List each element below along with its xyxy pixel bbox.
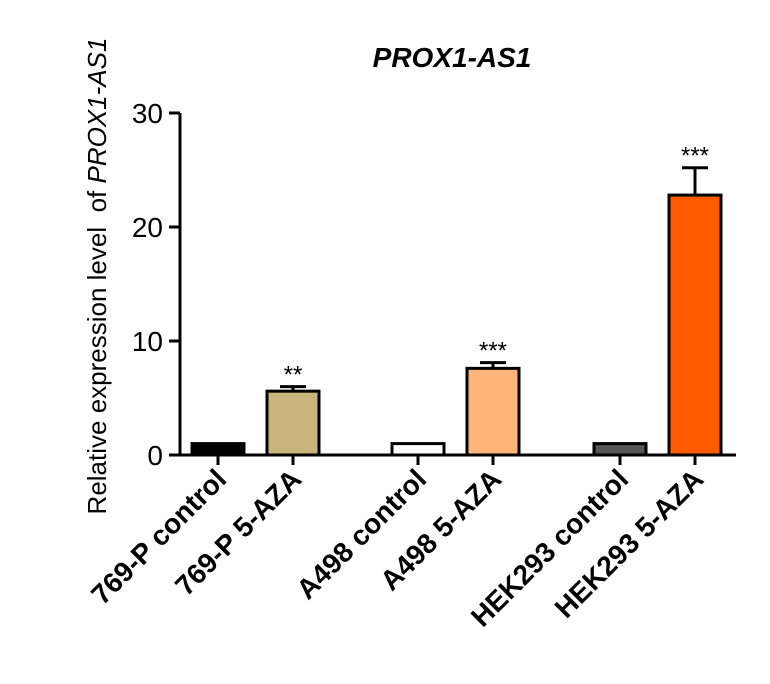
x-tick-label: A498 control [290,463,432,605]
significance-labels-group: ******** [284,143,709,389]
x-axis [178,453,736,465]
bar [667,193,723,457]
y-tick-label: 20 [132,212,163,243]
significance-label: *** [681,143,709,170]
bar [390,442,446,457]
chart-title: PROX1-AS1 [373,42,532,73]
bars-group [190,193,723,457]
significance-label: *** [479,338,507,365]
y-axis-label-prefix: Relative expression level of [82,184,112,515]
y-tick-label: 30 [132,98,163,129]
y-tick-label: 10 [132,326,163,357]
error-bars-group [280,166,708,392]
bar [190,442,246,457]
bar [592,442,648,457]
y-axis-label-gene: PROX1-AS1 [82,38,112,184]
significance-label: ** [284,362,303,389]
bar [265,389,321,457]
y-axis: 0 10 20 30 [132,98,182,471]
y-axis-label: Relative expression level of PROX1-AS1 [82,38,112,515]
bar [465,366,521,457]
y-tick-label: 0 [147,440,163,471]
